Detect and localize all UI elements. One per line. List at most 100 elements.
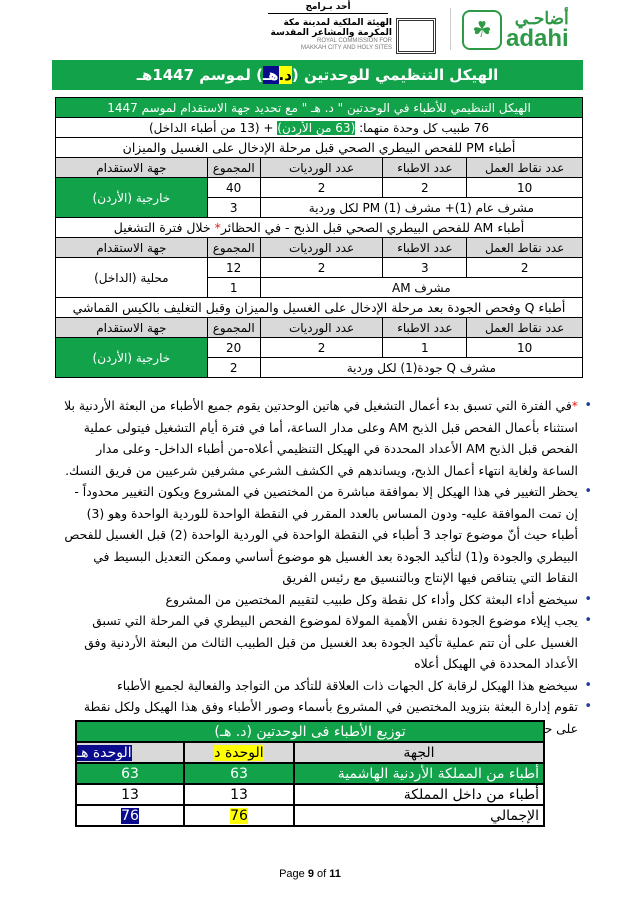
- total-cell: 12: [206, 257, 261, 278]
- supervisor-cell: مشرف عام (1)+ مشرف PM (1) لكل وردية: [259, 197, 584, 218]
- column-header: جهة الاستقدام: [55, 237, 208, 258]
- table-row: الإجمالي 76 76: [75, 804, 545, 827]
- title-unit-h: هـ: [262, 66, 279, 84]
- supervisor-cell: مشرف Q جودة(1) لكل وردية: [259, 357, 584, 378]
- source-cell: محلية (الداخل): [55, 257, 208, 298]
- row-label: أطباء من المملكة الأردنية الهاشمية: [293, 762, 545, 785]
- col-header-unit-h: الوحدة هـ: [75, 741, 185, 764]
- page-mid: of: [313, 868, 330, 880]
- table-title: الهيكل التنظيمي للأطباء في الوحدتين " د.…: [55, 97, 583, 118]
- column-header: عدد نقاط العمل: [466, 237, 583, 258]
- points-cell: 2: [466, 257, 583, 278]
- note-star: *: [571, 398, 578, 413]
- section-heading-text: أطباء PM للفحص البيطري الصحي قبل مرحلة ا…: [122, 140, 516, 155]
- notes-list: *في الفترة التي تسبق بدء أعمال التشغيل ف…: [60, 395, 592, 739]
- page-number: Page 9 of 11: [0, 868, 620, 880]
- source-cell: خارجية (الأردن): [55, 177, 208, 218]
- table-row: 10 2 2 40 خارجية (الأردن): [55, 177, 583, 218]
- shifts-cell: 2: [259, 337, 384, 358]
- note-text: في الفترة التي تسبق بدء أعمال التشغيل في…: [64, 398, 578, 478]
- page-current: 9: [307, 868, 314, 880]
- table-row: أطباء من داخل المملكة 13 13: [75, 783, 545, 806]
- table-row: مشرف Q جودة(1) لكل وردية 2: [56, 357, 584, 378]
- unit-d-value: 63: [183, 762, 295, 785]
- commission-ar-2: المكرمة والمشاعر المقدسة: [270, 28, 393, 38]
- page-total: 11: [329, 868, 341, 880]
- column-header: عدد الاطباء: [382, 237, 468, 258]
- unit-h-total: 76: [75, 804, 185, 827]
- list-item: يجب إيلاء موضوع الجودة نفس الأهمية المول…: [60, 610, 592, 675]
- table-row: مشرف AM 1: [56, 277, 584, 298]
- unit-h-label: الوحدة هـ: [77, 744, 132, 761]
- page-pre: Page: [279, 868, 308, 880]
- table-summary: 76 طبيب كل وحدة منهما: (63 من الأردن) + …: [55, 117, 583, 138]
- adahi-logo-ar: أضاحـي: [514, 8, 569, 28]
- divider: [450, 8, 451, 50]
- table-row: أطباء من المملكة الأردنية الهاشمية 63 63: [75, 762, 545, 785]
- column-header: عدد الورديات: [259, 317, 384, 338]
- column-header: المجموع: [206, 157, 261, 178]
- column-header: جهة الاستقدام: [55, 157, 208, 178]
- summary-jordan: (63 من الأردن): [277, 120, 356, 135]
- doctors-cell: 3: [382, 257, 468, 278]
- section-heading-text: أطباء AM للفحص البيطري الصحي قبل الذبح -…: [220, 220, 525, 235]
- structure-table: الهيكل التنظيمي للأطباء في الوحدتين " د.…: [55, 97, 584, 378]
- program-label: أحد بـرامج: [268, 1, 388, 14]
- column-header: عدد نقاط العمل: [466, 317, 583, 338]
- title-unit-d: د.: [278, 66, 292, 84]
- section-heading-end: خلال فترة التشغيل: [113, 220, 215, 235]
- unit-d-total: 76: [183, 804, 295, 827]
- column-header: جهة الاستقدام: [55, 317, 208, 338]
- page-title: الهيكل التنظيمي للوحدتين (د. هـ) لموسم 1…: [52, 60, 583, 90]
- section-star: *: [214, 220, 221, 235]
- commission-ar-1: الهيئة الملكية لمدينة مكة: [283, 18, 392, 28]
- table-row: 10 1 2 20 خارجية (الأردن): [55, 337, 583, 378]
- adahi-logo-en: adahi: [506, 24, 569, 52]
- col-header-unit-d: الوحدة د: [183, 741, 295, 764]
- distribution-title: توزيع الأطباء فى الوحدتين (د. هـ): [75, 720, 545, 743]
- supervisor-total-cell: 3: [206, 197, 261, 218]
- adahi-logo: ☘ أضاحـي adahi: [462, 6, 612, 54]
- section-heading: أطباء AM للفحص البيطري الصحي قبل الذبح -…: [55, 217, 583, 238]
- row-label: أطباء من داخل المملكة: [293, 783, 545, 806]
- page-header: أحد بـرامج الهيئة الملكية لمدينة مكة الم…: [0, 0, 620, 58]
- doctors-cell: 2: [382, 177, 468, 198]
- supervisor-cell: مشرف AM: [259, 277, 584, 298]
- row-label: الإجمالي: [293, 804, 545, 827]
- column-header: عدد الورديات: [259, 157, 384, 178]
- column-header: عدد الاطباء: [382, 317, 468, 338]
- list-item: *في الفترة التي تسبق بدء أعمال التشغيل ف…: [60, 395, 592, 481]
- col-header-source: الجهة: [293, 741, 545, 764]
- commission-en-1: ROYAL COMMISSION FOR: [316, 38, 392, 44]
- list-item: سيخضع أداء البعثة ككل وأداء كل نقطة وكل …: [60, 589, 592, 611]
- source-cell: خارجية (الأردن): [55, 337, 208, 378]
- column-header: عدد نقاط العمل: [466, 157, 583, 178]
- shifts-cell: 2: [259, 257, 384, 278]
- title-text-end: ) لموسم 1447هـ: [136, 66, 263, 84]
- title-text: الهيكل التنظيمي للوحدتين (: [291, 66, 499, 84]
- commission-en-2: MAKKAH CITY AND HOLY SITES: [300, 45, 392, 51]
- distribution-table: توزيع الأطباء فى الوحدتين (د. هـ) الجهة …: [75, 720, 545, 827]
- column-header: عدد الورديات: [259, 237, 384, 258]
- table-row: مشرف عام (1)+ مشرف PM (1) لكل وردية 3: [56, 197, 584, 218]
- list-item: سيخضع هذا الهيكل لرقابة كل الجهات ذات ال…: [60, 675, 592, 697]
- total-cell: 20: [206, 337, 261, 358]
- royal-commission-emblem-icon: [396, 18, 436, 54]
- unit-h-value: 63: [75, 762, 185, 785]
- unit-h-total-value: 76: [121, 807, 139, 824]
- section-heading-text: أطباء Q وفحص الجودة بعد مرحلة الإدخال عل…: [72, 300, 566, 315]
- section-heading: أطباء Q وفحص الجودة بعد مرحلة الإدخال عل…: [55, 297, 583, 318]
- points-cell: 10: [466, 337, 583, 358]
- summary-local: + (13 من أطباء الداخل): [148, 120, 278, 135]
- palm-swords-emblem-icon: ☘: [462, 10, 502, 50]
- unit-d-label: الوحدة د: [214, 744, 264, 761]
- list-item: يحظر التغيير في هذا الهيكل إلا بموافقة م…: [60, 481, 592, 589]
- column-header: المجموع: [206, 237, 261, 258]
- supervisor-total-cell: 2: [206, 357, 261, 378]
- supervisor-total-cell: 1: [206, 277, 261, 298]
- unit-h-value: 13: [75, 783, 185, 806]
- section-heading: أطباء PM للفحص البيطري الصحي قبل مرحلة ا…: [55, 137, 583, 158]
- royal-commission-logo-text: الهيئة الملكية لمدينة مكة المكرمة والمشا…: [262, 18, 393, 52]
- unit-d-value: 13: [183, 783, 295, 806]
- summary-text: 76 طبيب كل وحدة منهما:: [355, 120, 489, 135]
